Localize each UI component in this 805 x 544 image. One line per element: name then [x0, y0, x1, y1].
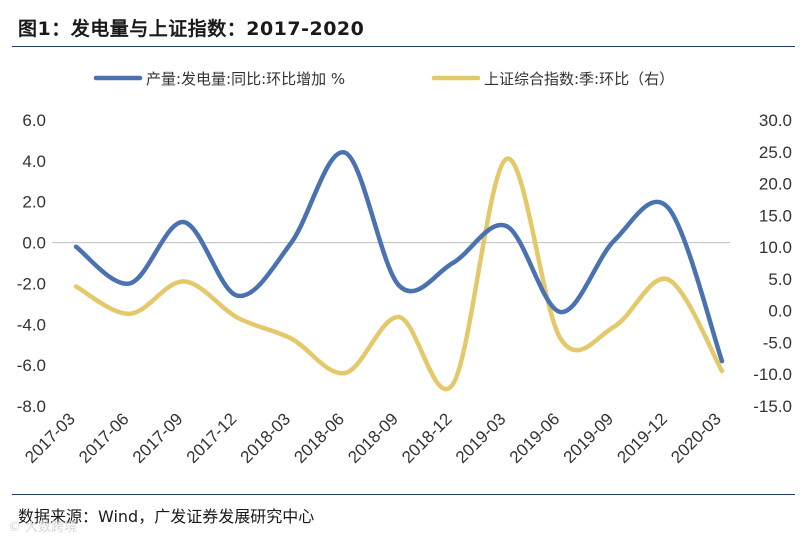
chart: 6.0 4.0 2.0 0.0 -2.0 -4.0 -6.0 -8.0 30.0 25.0 20.0… [17, 70, 792, 467]
y-right-tick-label: -15.0 [753, 397, 792, 416]
x-tick-label: 2018-03 [237, 409, 295, 467]
x-tick-label: 2019-03 [452, 409, 510, 467]
y-right-tick-label: 5.0 [768, 270, 792, 289]
y-left-tick-label: -2.0 [17, 274, 46, 293]
y-left-tick-label: -8.0 [17, 397, 46, 416]
x-tick-label: 2019-06 [506, 409, 564, 467]
y-right-tick-label: -10.0 [753, 365, 792, 384]
y-left-tick-label: 4.0 [22, 152, 46, 171]
x-tick-label: 2018-12 [398, 409, 456, 467]
y-right-tick-label: 30.0 [759, 111, 792, 130]
legend-label: 产量:发电量:同比:环比增加 % [146, 70, 345, 88]
top-divider [12, 46, 795, 47]
x-tick-label: 2017-03 [21, 409, 79, 467]
bottom-divider [12, 494, 795, 495]
x-tick-label: 2019-09 [560, 409, 618, 467]
x-tick-label: 2018-09 [344, 409, 402, 467]
series-line-power-generation [73, 150, 725, 364]
x-tick-label: 2020-03 [667, 409, 725, 467]
y-right-tick-label: 10.0 [759, 238, 792, 257]
watermark: © 大数跨境 [8, 520, 78, 535]
y-left-tick-label: 6.0 [22, 111, 46, 130]
series-line-shanghai-index [73, 156, 725, 391]
y-left-tick-label: 2.0 [22, 193, 46, 212]
y-left-tick-label: 0.0 [22, 234, 46, 253]
page-title: 图1：发电量与上证指数：2017-2020 [18, 18, 365, 40]
x-tick-label: 2017-09 [129, 409, 187, 467]
x-tick-label: 2017-06 [75, 409, 133, 467]
x-tick-label: 2018-06 [290, 409, 348, 467]
x-tick-label: 2017-12 [183, 409, 241, 467]
y-left-tick-label: -4.0 [17, 315, 46, 334]
legend-label: 上证综合指数:季:环比（右） [484, 70, 674, 88]
y-right-tick-label: 25.0 [759, 143, 792, 162]
y-right-tick-label: 0.0 [768, 302, 792, 321]
y-right-tick-label: 20.0 [759, 175, 792, 194]
y-left-tick-label: -6.0 [17, 356, 46, 375]
y-right-tick-label: -5.0 [763, 333, 792, 352]
y-right-tick-label: 15.0 [759, 206, 792, 225]
source-note: 数据来源：Wind，广发证券发展研究中心 [18, 507, 315, 526]
x-tick-label: 2019-12 [613, 409, 671, 467]
